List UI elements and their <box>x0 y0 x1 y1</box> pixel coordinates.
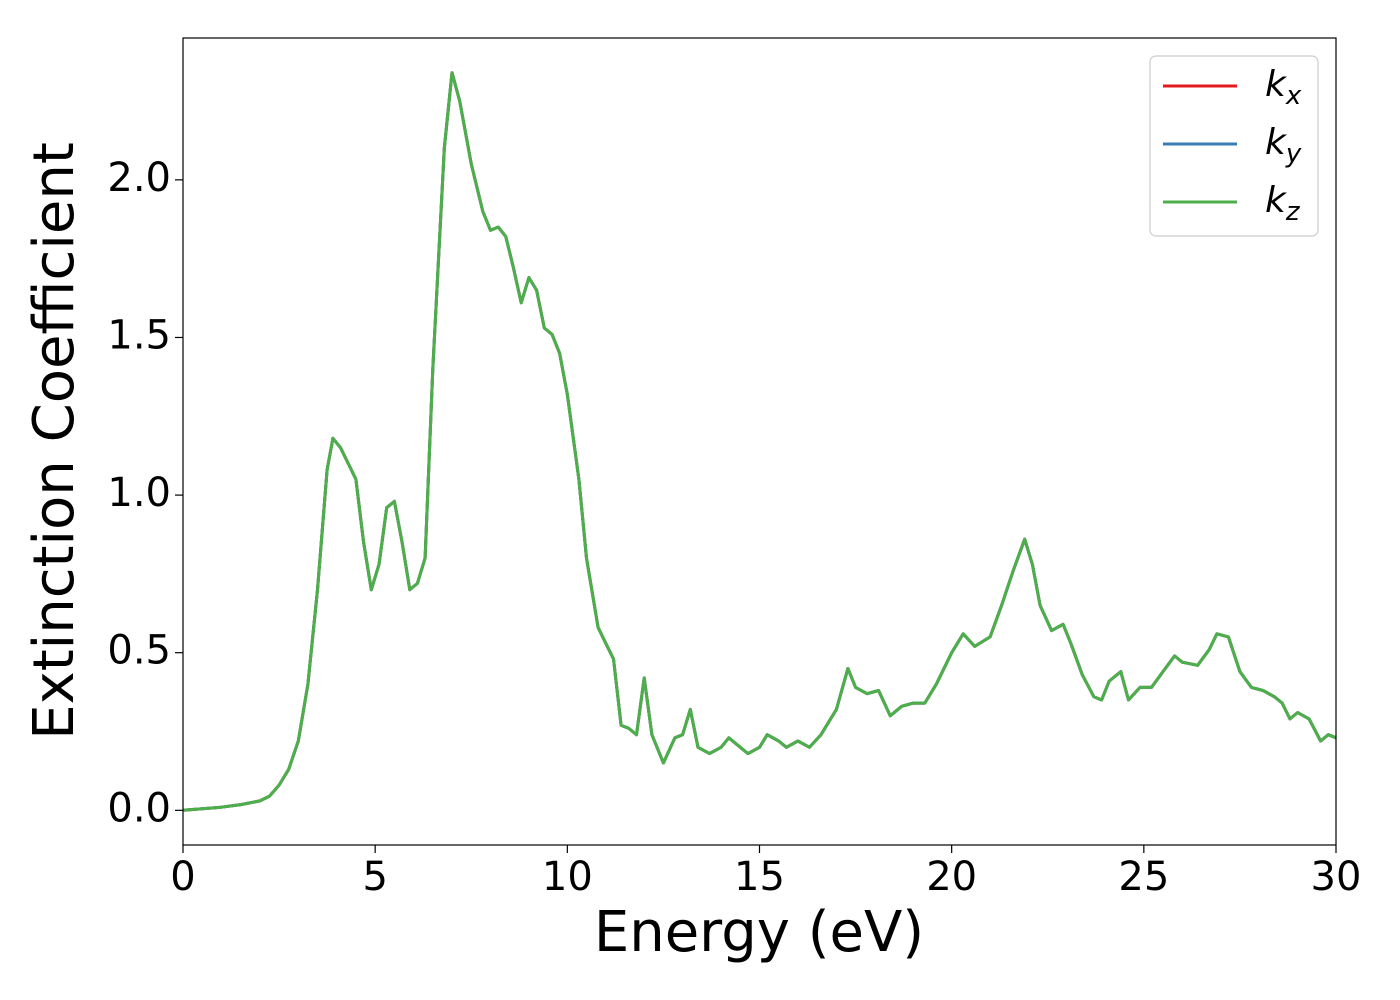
plot-frame <box>182 37 1337 846</box>
legend-box <box>1149 55 1319 237</box>
y-tick-label: 0.5 <box>107 628 171 674</box>
y-tick-label: 1.0 <box>107 470 171 516</box>
x-tick-label: 25 <box>1118 854 1169 900</box>
legend-label: kz <box>1265 180 1301 227</box>
x-axis-label: Energy (eV) <box>594 900 924 965</box>
legend-label: kx <box>1265 64 1302 111</box>
y-axis-label: Extinction Coefficient <box>22 142 87 740</box>
legend-label: ky <box>1265 122 1302 169</box>
y-tick-label: 2.0 <box>107 155 171 201</box>
x-tick-label: 5 <box>362 854 387 900</box>
x-tick-label: 30 <box>1311 854 1362 900</box>
x-tick-label: 20 <box>926 854 977 900</box>
y-tick-label: 0.0 <box>107 785 171 831</box>
data-line <box>182 71 1337 812</box>
x-tick-label: 10 <box>542 854 593 900</box>
x-tick-label: 15 <box>734 854 785 900</box>
x-tick-label: 0 <box>170 854 195 900</box>
y-tick-label: 1.5 <box>107 312 171 358</box>
